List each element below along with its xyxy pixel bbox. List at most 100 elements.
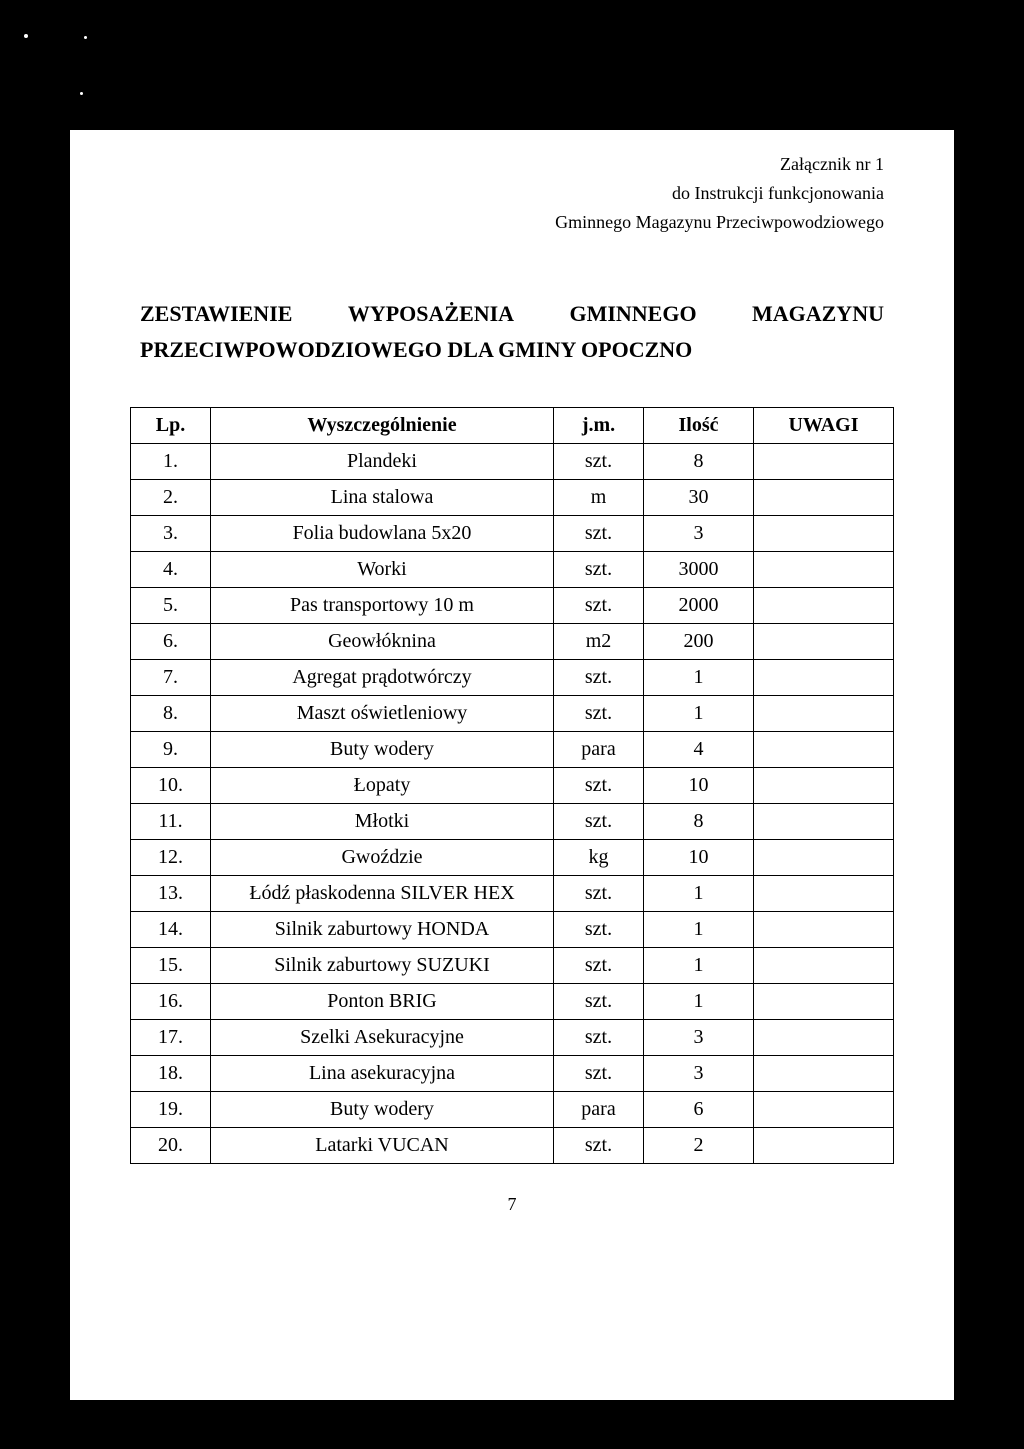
cell-il: 3	[644, 1019, 754, 1055]
col-header-lp: Lp.	[131, 407, 211, 443]
cell-il: 8	[644, 443, 754, 479]
table-row: 17.Szelki Asekuracyjneszt.3	[131, 1019, 894, 1055]
cell-uw	[754, 875, 894, 911]
cell-lp: 18.	[131, 1055, 211, 1091]
cell-jm: szt.	[554, 515, 644, 551]
col-header-uw: UWAGI	[754, 407, 894, 443]
cell-lp: 9.	[131, 731, 211, 767]
cell-uw	[754, 515, 894, 551]
cell-lp: 19.	[131, 1091, 211, 1127]
cell-uw	[754, 911, 894, 947]
cell-jm: szt.	[554, 767, 644, 803]
cell-jm: szt.	[554, 875, 644, 911]
cell-il: 10	[644, 839, 754, 875]
cell-uw	[754, 803, 894, 839]
cell-il: 6	[644, 1091, 754, 1127]
table-row: 6.Geowłókninam2200	[131, 623, 894, 659]
cell-lp: 14.	[131, 911, 211, 947]
cell-wy: Buty wodery	[211, 731, 554, 767]
cell-lp: 13.	[131, 875, 211, 911]
cell-jm: szt.	[554, 911, 644, 947]
cell-il: 30	[644, 479, 754, 515]
cell-wy: Lina asekuracyjna	[211, 1055, 554, 1091]
cell-il: 200	[644, 623, 754, 659]
cell-lp: 7.	[131, 659, 211, 695]
cell-uw	[754, 947, 894, 983]
table-row: 14.Silnik zaburtowy HONDAszt.1	[131, 911, 894, 947]
cell-wy: Łopaty	[211, 767, 554, 803]
cell-il: 1	[644, 875, 754, 911]
title-word-1: ZESTAWIENIE	[140, 296, 292, 331]
cell-wy: Maszt oświetleniowy	[211, 695, 554, 731]
title-line-2: PRZECIWPOWODZIOWEGO DLA GMINY OPOCZNO	[140, 332, 884, 367]
table-header-row: Lp. Wyszczególnienie j.m. Ilość UWAGI	[131, 407, 894, 443]
cell-il: 1	[644, 659, 754, 695]
cell-uw	[754, 551, 894, 587]
cell-il: 1	[644, 983, 754, 1019]
cell-uw	[754, 1055, 894, 1091]
cell-lp: 16.	[131, 983, 211, 1019]
cell-wy: Plandeki	[211, 443, 554, 479]
header-line-2: do Instrukcji funkcjonowania	[130, 179, 884, 208]
page-number: 7	[130, 1194, 894, 1215]
cell-wy: Geowłóknina	[211, 623, 554, 659]
col-header-il: Ilość	[644, 407, 754, 443]
cell-uw	[754, 587, 894, 623]
attachment-header: Załącznik nr 1 do Instrukcji funkcjonowa…	[130, 150, 894, 236]
table-row: 2.Lina stalowam30	[131, 479, 894, 515]
cell-jm: szt.	[554, 1019, 644, 1055]
cell-il: 3	[644, 1055, 754, 1091]
cell-lp: 10.	[131, 767, 211, 803]
cell-jm: m2	[554, 623, 644, 659]
cell-uw	[754, 1091, 894, 1127]
cell-wy: Pas transportowy 10 m	[211, 587, 554, 623]
cell-uw	[754, 731, 894, 767]
cell-uw	[754, 695, 894, 731]
cell-lp: 1.	[131, 443, 211, 479]
cell-uw	[754, 443, 894, 479]
cell-uw	[754, 1019, 894, 1055]
table-row: 13.Łódź płaskodenna SILVER HEXszt.1	[131, 875, 894, 911]
cell-uw	[754, 983, 894, 1019]
cell-jm: szt.	[554, 551, 644, 587]
document-title: ZESTAWIENIE WYPOSAŻENIA GMINNEGO MAGAZYN…	[130, 296, 894, 366]
cell-jm: szt.	[554, 443, 644, 479]
table-row: 20.Latarki VUCANszt.2	[131, 1127, 894, 1163]
cell-il: 2	[644, 1127, 754, 1163]
cell-lp: 11.	[131, 803, 211, 839]
cell-wy: Worki	[211, 551, 554, 587]
cell-il: 1	[644, 911, 754, 947]
table-row: 15.Silnik zaburtowy SUZUKIszt.1	[131, 947, 894, 983]
title-word-3: GMINNEGO	[569, 296, 696, 331]
table-row: 10.Łopatyszt.10	[131, 767, 894, 803]
cell-jm: szt.	[554, 659, 644, 695]
cell-il: 8	[644, 803, 754, 839]
cell-jm: para	[554, 1091, 644, 1127]
cell-jm: szt.	[554, 1055, 644, 1091]
cell-wy: Latarki VUCAN	[211, 1127, 554, 1163]
cell-uw	[754, 623, 894, 659]
table-row: 8.Maszt oświetleniowyszt.1	[131, 695, 894, 731]
title-word-2: WYPOSAŻENIA	[348, 296, 514, 331]
cell-wy: Młotki	[211, 803, 554, 839]
cell-il: 4	[644, 731, 754, 767]
cell-wy: Agregat prądotwórczy	[211, 659, 554, 695]
table-row: 11.Młotkiszt.8	[131, 803, 894, 839]
title-word-4: MAGAZYNU	[752, 296, 884, 331]
cell-wy: Gwoździe	[211, 839, 554, 875]
cell-uw	[754, 767, 894, 803]
cell-wy: Silnik zaburtowy SUZUKI	[211, 947, 554, 983]
cell-wy: Silnik zaburtowy HONDA	[211, 911, 554, 947]
equipment-table: Lp. Wyszczególnienie j.m. Ilość UWAGI 1.…	[130, 407, 894, 1164]
cell-il: 3	[644, 515, 754, 551]
cell-lp: 20.	[131, 1127, 211, 1163]
cell-il: 1	[644, 695, 754, 731]
cell-il: 1	[644, 947, 754, 983]
cell-wy: Lina stalowa	[211, 479, 554, 515]
col-header-wy: Wyszczególnienie	[211, 407, 554, 443]
table-row: 1.Plandekiszt.8	[131, 443, 894, 479]
cell-il: 10	[644, 767, 754, 803]
table-row: 12.Gwoździekg10	[131, 839, 894, 875]
cell-uw	[754, 479, 894, 515]
cell-jm: m	[554, 479, 644, 515]
